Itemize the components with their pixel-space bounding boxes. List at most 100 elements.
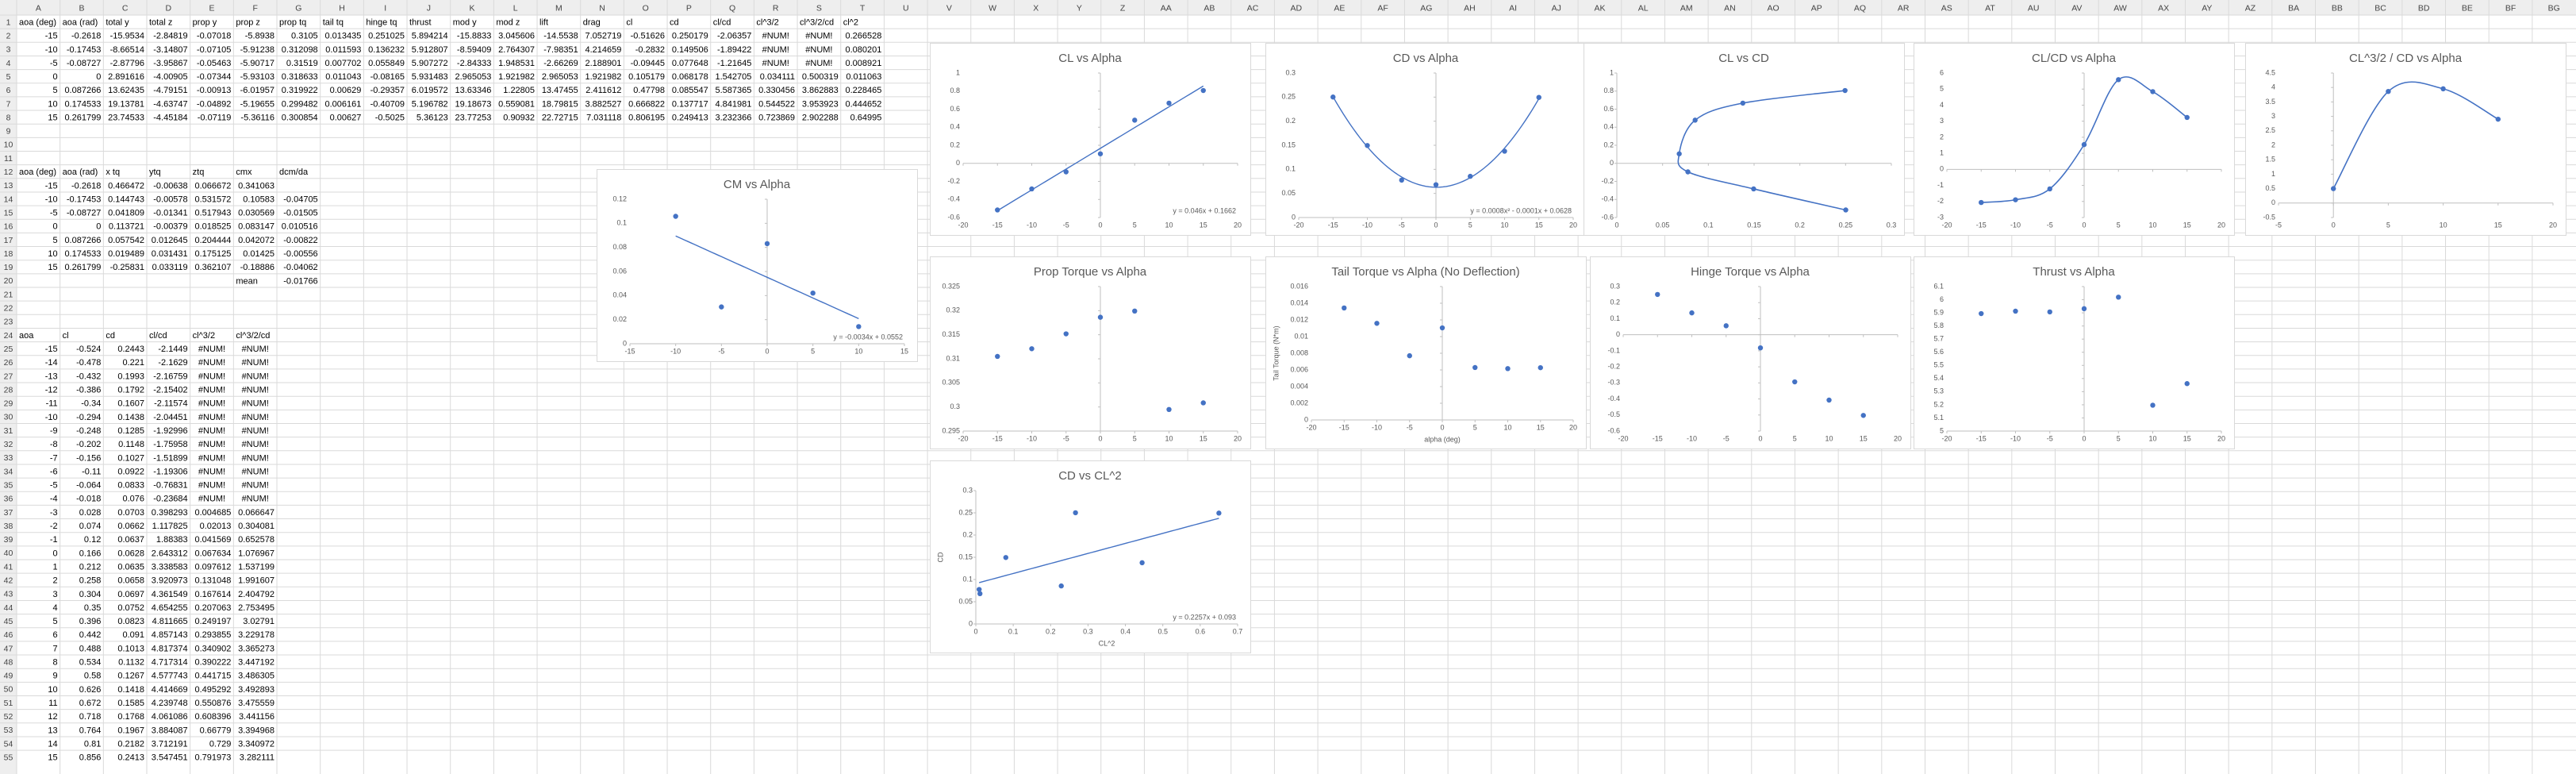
cell[interactable]: -15 (45, 32, 58, 41)
cell[interactable]: 0.011043 (325, 72, 361, 82)
cell[interactable]: 0.300854 (282, 114, 318, 123)
row-header[interactable]: 31 (4, 426, 13, 436)
cell[interactable]: 4.214659 (585, 45, 621, 55)
cell[interactable]: 0.0833 (117, 481, 144, 491)
cell[interactable]: -0.09445 (631, 59, 665, 68)
cell[interactable]: 0.1438 (117, 413, 144, 422)
cell[interactable]: -2.87796 (110, 59, 144, 68)
column-header[interactable]: BB (2332, 3, 2343, 13)
cell[interactable]: 1.542705 (715, 72, 751, 82)
cell[interactable]: prop y (193, 17, 217, 27)
cell[interactable]: 0.136232 (368, 45, 405, 55)
cell[interactable]: 4.414669 (152, 685, 188, 695)
cell[interactable]: 4 (53, 603, 58, 613)
cell[interactable]: 0.004685 (194, 508, 231, 518)
cell[interactable]: 0.47798 (633, 86, 665, 95)
cell[interactable]: -0.23684 (153, 495, 187, 504)
cell[interactable]: -5.90717 (240, 59, 274, 68)
cell[interactable]: 6 (53, 630, 58, 640)
cell[interactable]: 5 (53, 86, 58, 95)
cell[interactable]: 0.1013 (117, 644, 144, 653)
cell[interactable]: 0.174533 (64, 99, 101, 109)
cell[interactable]: -2.16759 (153, 372, 187, 381)
cell[interactable]: 0.466472 (108, 181, 144, 191)
cell[interactable]: -5.8938 (245, 32, 274, 41)
cell[interactable]: 0.250179 (672, 32, 708, 41)
cell[interactable]: 0 (96, 72, 101, 82)
cell[interactable]: -1.92996 (153, 426, 187, 436)
column-header[interactable]: AB (1204, 3, 1215, 13)
cell[interactable]: 0.166 (79, 549, 102, 558)
column-header[interactable]: Z (1120, 3, 1126, 13)
cell[interactable]: 0.258 (79, 576, 102, 586)
cell[interactable]: 2.753495 (238, 603, 274, 613)
cell[interactable]: 4.717314 (152, 658, 188, 668)
cell[interactable]: -4.79151 (153, 86, 187, 95)
cell[interactable]: -1.89422 (717, 45, 751, 55)
cell[interactable]: 11 (48, 699, 57, 708)
column-header[interactable]: AV (2071, 3, 2082, 13)
cell[interactable]: prop tq (279, 17, 306, 27)
cell[interactable]: 0.398293 (152, 508, 188, 518)
column-header[interactable]: AC (1247, 3, 1259, 13)
cell[interactable]: -0.07344 (197, 72, 231, 82)
row-header[interactable]: 16 (4, 222, 13, 232)
column-header[interactable]: T (860, 3, 866, 13)
column-header[interactable]: AZ (2245, 3, 2256, 13)
cell[interactable]: 0 (53, 549, 58, 558)
cell[interactable]: 5.36123 (417, 114, 448, 123)
cell[interactable]: cl^3/2/cd (800, 17, 834, 27)
cell[interactable]: thrust (409, 17, 432, 27)
cell[interactable]: 0.1607 (117, 399, 144, 409)
column-header[interactable]: AD (1290, 3, 1302, 13)
column-header[interactable]: X (1033, 3, 1038, 13)
row-header[interactable]: 34 (4, 467, 13, 476)
cell[interactable]: 0.011063 (846, 72, 881, 82)
column-header[interactable]: AE (1334, 3, 1345, 13)
cell[interactable]: -15.8833 (457, 32, 491, 41)
column-header[interactable]: BA (2288, 3, 2299, 13)
cell[interactable]: -0.2618 (71, 181, 101, 191)
cell[interactable]: 0.010516 (282, 222, 318, 232)
cell[interactable]: 22.72715 (542, 114, 578, 123)
cell[interactable]: 4.361549 (152, 590, 188, 599)
cell[interactable]: -0.76831 (153, 481, 187, 491)
cell[interactable]: 0.249413 (672, 114, 708, 123)
cell[interactable]: 12 (48, 712, 57, 722)
cell[interactable]: -0.064 (76, 481, 101, 491)
row-header[interactable]: 41 (4, 562, 13, 572)
cell[interactable]: 2.643312 (152, 549, 188, 558)
cell[interactable]: 0.1768 (117, 712, 144, 722)
column-header[interactable]: H (339, 3, 345, 13)
row-header[interactable]: 35 (4, 480, 13, 490)
cell[interactable]: 0.0823 (117, 617, 144, 626)
cell[interactable]: 0.550876 (194, 699, 231, 708)
cell[interactable]: -12 (45, 386, 58, 395)
column-header[interactable]: I (384, 3, 386, 13)
cell[interactable]: 4.841981 (715, 99, 751, 109)
cell[interactable]: -0.05463 (197, 59, 231, 68)
cell[interactable]: 0 (96, 222, 101, 232)
cell[interactable]: 0.067634 (194, 549, 231, 558)
cell[interactable]: cl^3/2/cd (236, 331, 270, 341)
cell[interactable]: 0.390222 (194, 658, 231, 668)
cell[interactable]: 0.1993 (117, 372, 144, 381)
cell[interactable]: -0.18886 (240, 263, 274, 272)
row-header[interactable]: 6 (6, 86, 11, 95)
cell[interactable]: cl^3/2 (756, 17, 778, 27)
cell[interactable]: 0.10583 (243, 194, 274, 204)
cell[interactable]: 0.167614 (194, 590, 231, 599)
cell[interactable]: total z (149, 17, 172, 27)
cell[interactable]: -14 (45, 358, 58, 368)
cell[interactable]: 3.394968 (238, 726, 274, 735)
cell[interactable]: 3.475559 (238, 699, 274, 708)
cell[interactable]: -5.36116 (240, 114, 274, 123)
cell[interactable]: 13 (48, 726, 57, 735)
cell[interactable]: -2.84819 (153, 32, 187, 41)
column-header[interactable]: AW (2113, 3, 2127, 13)
cell[interactable]: 23.74533 (108, 114, 144, 123)
column-header[interactable]: M (555, 3, 562, 13)
cell[interactable]: 3.232366 (715, 114, 751, 123)
cell[interactable]: -0.40709 (370, 99, 405, 109)
cell[interactable]: #NUM! (242, 413, 269, 422)
